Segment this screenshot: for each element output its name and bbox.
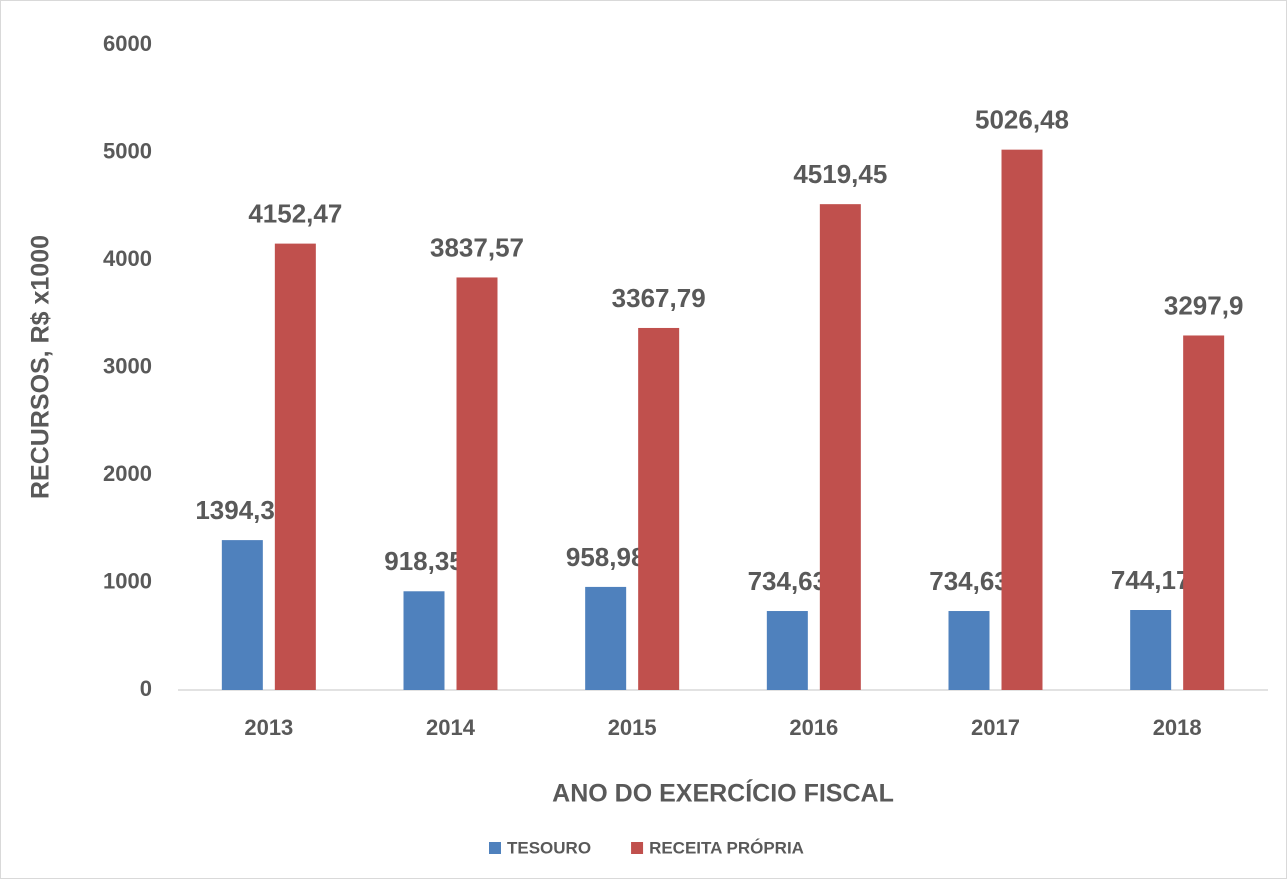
x-tick-label: 2018 xyxy=(1153,715,1202,740)
value-label: 744,17 xyxy=(1111,565,1191,595)
y-tick-label: 4000 xyxy=(103,246,152,271)
bar xyxy=(274,243,316,690)
x-tick-label: 2017 xyxy=(971,715,1020,740)
bar xyxy=(403,591,445,690)
value-label: 1394,35 xyxy=(195,495,289,525)
value-label: 3837,57 xyxy=(430,232,524,262)
y-tick-label: 6000 xyxy=(103,31,152,56)
value-label: 958,98 xyxy=(566,542,646,572)
value-label: 4519,45 xyxy=(793,159,887,189)
bar xyxy=(819,204,861,690)
bar xyxy=(585,586,627,690)
x-tick-label: 2014 xyxy=(426,715,476,740)
y-axis-title: RECURSOS, R$ x1000 xyxy=(27,235,55,499)
bar xyxy=(638,327,680,690)
y-tick-label: 0 xyxy=(140,676,152,701)
bar xyxy=(948,611,990,690)
legend-label: TESOURO xyxy=(507,838,591,857)
value-label: 918,35 xyxy=(384,546,464,576)
x-tick-label: 2016 xyxy=(789,715,838,740)
bar xyxy=(1130,610,1172,690)
legend-swatch xyxy=(631,842,644,854)
bar xyxy=(766,611,808,690)
value-label: 734,63 xyxy=(748,566,828,596)
bar xyxy=(1183,335,1225,690)
value-label: 3297,9 xyxy=(1164,290,1244,320)
x-tick-label: 2013 xyxy=(244,715,293,740)
y-tick-label: 2000 xyxy=(103,461,152,486)
value-label: 5026,48 xyxy=(975,105,1069,135)
value-label: 3367,79 xyxy=(612,283,706,313)
legend-swatch xyxy=(489,842,501,854)
value-label: 4152,47 xyxy=(248,198,342,228)
bar xyxy=(456,277,498,690)
bar xyxy=(221,540,263,690)
x-tick-label: 2015 xyxy=(608,715,657,740)
y-tick-label: 1000 xyxy=(103,568,152,593)
y-tick-label: 3000 xyxy=(103,353,152,378)
legend-label: RECEITA PRÓPRIA xyxy=(649,838,804,857)
y-tick-label: 5000 xyxy=(103,138,152,163)
bar xyxy=(1001,149,1043,691)
value-label: 734,63 xyxy=(929,566,1009,596)
x-axis-title: ANO DO EXERCÍCIO FISCAL xyxy=(552,779,894,808)
